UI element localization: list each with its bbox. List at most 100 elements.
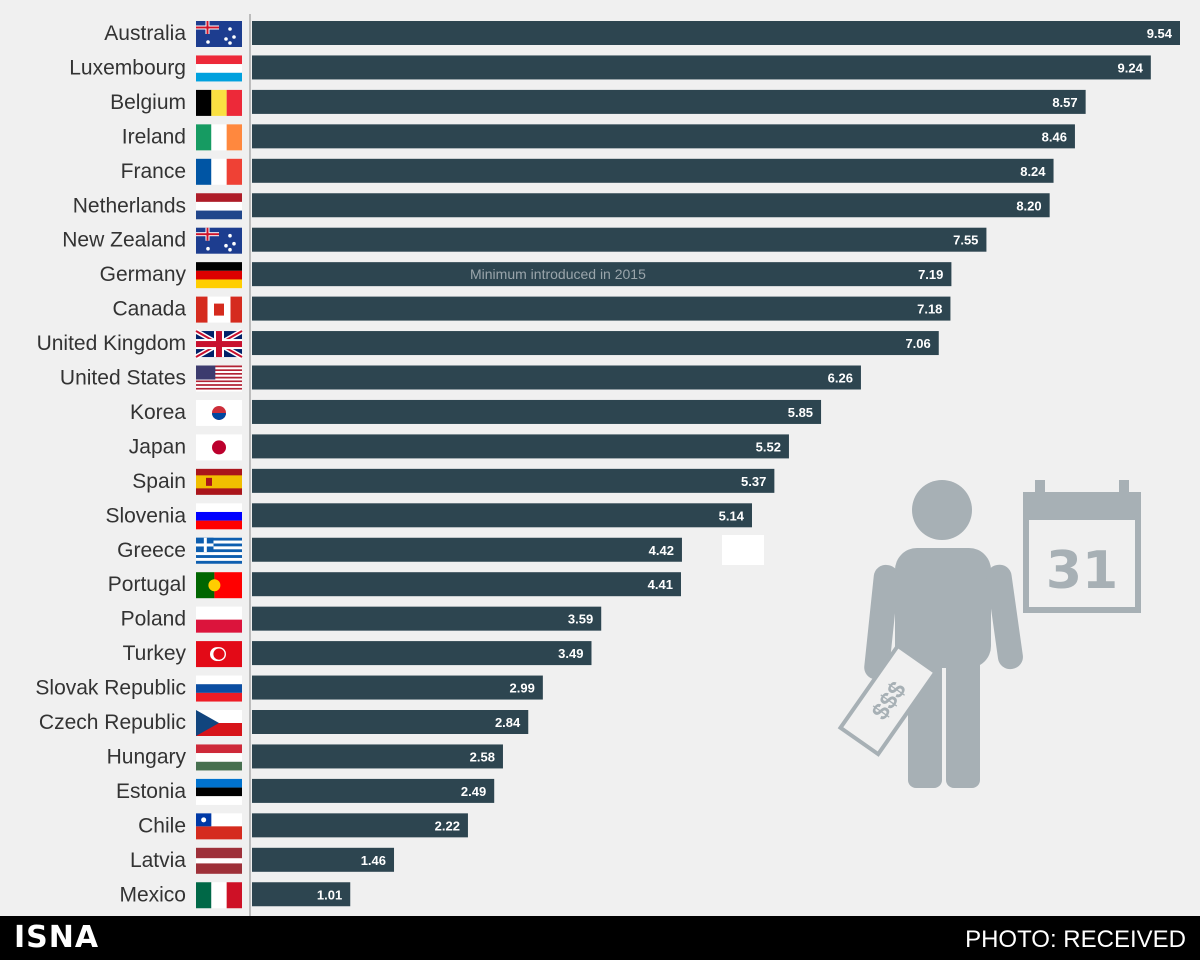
- blank-marker: [722, 535, 764, 565]
- bar-japan: [252, 434, 789, 459]
- category-label-canada: Canada: [112, 298, 186, 321]
- category-label-slovak-republic: Slovak Republic: [35, 677, 186, 700]
- value-label-netherlands: 8.20: [1016, 198, 1041, 213]
- portugal-flag-icon: [196, 572, 242, 599]
- value-label-ireland: 8.46: [1042, 129, 1067, 144]
- united-states-flag-icon: [196, 365, 242, 392]
- category-label-chile: Chile: [138, 814, 186, 837]
- united-kingdom-flag-icon: [194, 328, 244, 360]
- photo-credit: PHOTO: RECEIVED: [965, 926, 1186, 953]
- category-label-france: France: [121, 160, 186, 183]
- value-label-turkey: 3.49: [558, 646, 583, 661]
- value-label-chile: 2.22: [435, 818, 460, 833]
- value-label-hungary: 2.58: [470, 749, 495, 764]
- bar-france: [252, 158, 1054, 183]
- category-label-united-kingdom: United Kingdom: [37, 332, 186, 355]
- category-label-germany: Germany: [100, 263, 187, 286]
- brand-logo: ISNA: [14, 920, 100, 955]
- banknote-icon: $$$: [837, 643, 939, 757]
- category-label-australia: Australia: [104, 22, 186, 45]
- category-label-ireland: Ireland: [122, 125, 186, 148]
- value-label-estonia: 2.49: [461, 784, 486, 799]
- ireland-flag-icon: [196, 124, 242, 151]
- bar-slovak-republic: [252, 675, 543, 700]
- value-label-canada: 7.18: [917, 302, 942, 317]
- mexico-flag-icon: [196, 882, 242, 909]
- value-label-poland: 3.59: [568, 612, 593, 627]
- category-label-hungary: Hungary: [107, 745, 187, 768]
- hungary-flag-icon: [196, 744, 242, 771]
- category-label-mexico: Mexico: [119, 883, 186, 906]
- estonia-flag-icon: [196, 778, 242, 805]
- bar-united-states: [252, 365, 861, 390]
- category-label-portugal: Portugal: [108, 573, 186, 596]
- value-label-united-kingdom: 7.06: [905, 336, 930, 351]
- value-label-australia: 9.54: [1147, 26, 1173, 41]
- bar-germany: [252, 262, 952, 287]
- category-label-greece: Greece: [117, 539, 186, 562]
- person-icon: [864, 480, 1023, 788]
- bar-korea: [252, 399, 822, 424]
- bar-spain: [252, 468, 775, 493]
- bar-belgium: [252, 89, 1086, 114]
- bar-estonia: [252, 778, 495, 803]
- category-label-belgium: Belgium: [110, 91, 186, 114]
- bar-czech-republic: [252, 710, 529, 734]
- category-label-czech-republic: Czech Republic: [39, 711, 186, 734]
- bars-layer: Australia 9.54 Luxembourg 9.24 Belgium 8.57 Ir…: [35, 21, 1180, 907]
- bar-chart: $$$ 31 Australia 9.54 Luxembourg 9.24 Belgiu…: [35, 14, 1180, 916]
- bar-chile: [252, 813, 468, 838]
- bar-new-zealand: [252, 227, 987, 252]
- value-label-germany: 7.19: [918, 267, 943, 282]
- japan-flag-icon: [196, 434, 242, 461]
- netherlands-flag-icon: [196, 193, 242, 220]
- category-label-luxembourg: Luxembourg: [69, 56, 186, 79]
- slovak-republic-flag-icon: [196, 675, 242, 702]
- bar-netherlands: [252, 193, 1050, 218]
- value-label-latvia: 1.46: [361, 853, 386, 868]
- bar-australia: [252, 21, 1180, 45]
- korea-flag-icon: [196, 399, 242, 426]
- value-label-japan: 5.52: [756, 439, 781, 454]
- category-label-poland: Poland: [121, 608, 186, 631]
- chile-flag-icon: [196, 813, 242, 840]
- bar-portugal: [252, 572, 681, 597]
- category-label-slovenia: Slovenia: [105, 504, 186, 527]
- footer-bar: ISNA PHOTO: RECEIVED: [0, 916, 1200, 960]
- bar-poland: [252, 606, 602, 631]
- value-label-france: 8.24: [1020, 164, 1046, 179]
- value-label-portugal: 4.41: [648, 577, 673, 592]
- category-label-japan: Japan: [129, 435, 186, 458]
- new-zealand-flag-icon: [196, 227, 242, 254]
- value-label-mexico: 1.01: [317, 887, 342, 902]
- bar-turkey: [252, 641, 592, 666]
- value-label-spain: 5.37: [741, 474, 766, 489]
- germany-flag-icon: [196, 262, 242, 289]
- latvia-flag-icon: [196, 847, 242, 874]
- category-label-turkey: Turkey: [123, 642, 187, 665]
- bar-united-kingdom: [252, 331, 939, 356]
- bar-greece: [252, 537, 682, 562]
- category-label-latvia: Latvia: [130, 849, 186, 872]
- illustration: $$$ 31: [722, 480, 1141, 788]
- spain-flag-icon: [196, 468, 242, 495]
- value-label-belgium: 8.57: [1052, 95, 1077, 110]
- value-label-slovenia: 5.14: [719, 508, 745, 523]
- flag-icons: [194, 21, 244, 909]
- slovenia-flag-icon: [196, 503, 242, 530]
- value-label-czech-republic: 2.84: [495, 715, 521, 730]
- category-label-netherlands: Netherlands: [73, 194, 186, 217]
- bar-canada: [252, 296, 951, 321]
- value-label-united-states: 6.26: [828, 371, 853, 386]
- value-label-new-zealand: 7.55: [953, 233, 978, 248]
- canada-flag-icon: [196, 296, 242, 323]
- greece-flag-icon: [196, 537, 242, 564]
- czech-republic-flag-icon: [196, 710, 242, 736]
- category-label-spain: Spain: [132, 470, 186, 493]
- australia-flag-icon: [196, 21, 242, 47]
- luxembourg-flag-icon: [196, 55, 242, 82]
- france-flag-icon: [196, 158, 242, 185]
- calendar-icon: 31: [1023, 480, 1141, 613]
- bar-latvia: [252, 847, 395, 872]
- poland-flag-icon: [196, 606, 242, 633]
